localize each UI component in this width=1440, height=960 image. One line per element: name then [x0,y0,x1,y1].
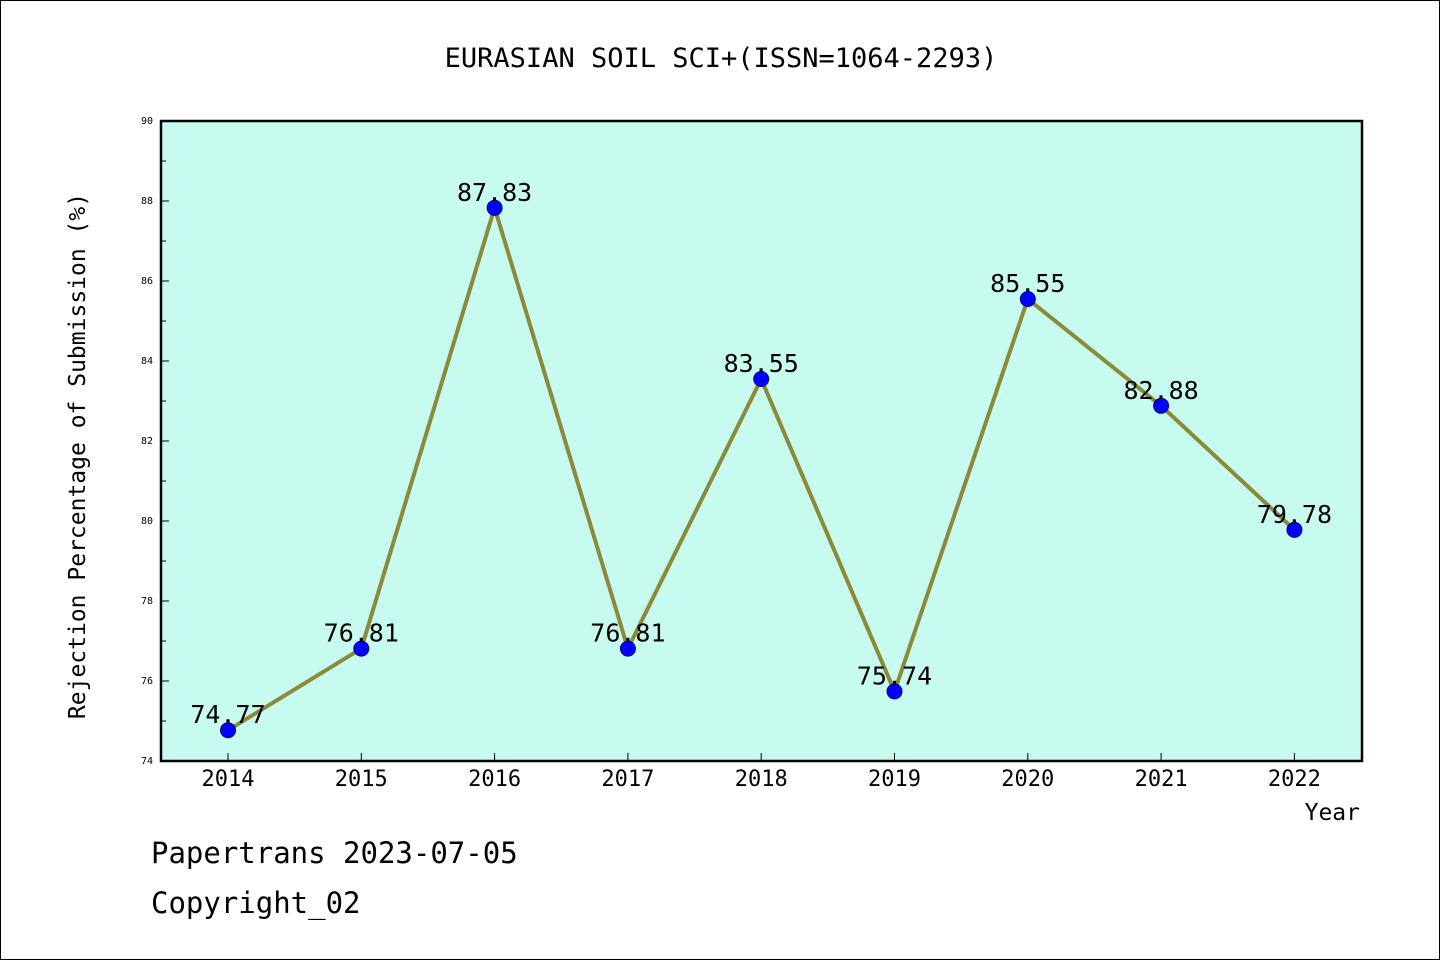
data-point [886,683,903,700]
x-tick-label: 2015 [335,767,388,792]
data-label: 83.55 [724,349,799,378]
y-tick-label: 76 [141,676,153,687]
y-tick-label: 88 [141,196,153,207]
chart-title: EURASIAN SOIL SCI+(ISSN=1064-2293) [445,43,998,74]
data-label: 76.81 [590,619,665,648]
series-rejection-rate [220,199,1303,739]
data-point [753,371,770,387]
data-labels: 74.77 76.81 87.83 76.81 83.55 75.74 85.55 82.88… [190,178,1332,729]
x-tick-label: 2018 [735,767,788,792]
footer-copyright: Copyright_02 [151,886,361,920]
footer-date: Papertrans 2023-07-05 [151,836,518,870]
x-tick-label: 2014 [202,767,255,792]
y-tick-label: 84 [141,356,153,367]
data-label: 79.78 [1257,500,1332,529]
x-tick-label: 2017 [601,767,654,792]
data-point [1019,291,1036,307]
data-point [1153,397,1170,414]
x-tick-label: 2020 [1001,767,1054,792]
y-tick-label: 86 [141,276,153,287]
data-label: 85.55 [990,269,1065,298]
plot-area [159,119,1364,763]
x-tick-label: 2022 [1268,767,1321,792]
y-axis-ticks: 74 76 78 80 82 84 86 88 90 [141,116,169,767]
x-tick-label: 2019 [868,767,921,792]
y-tick-label: 80 [141,516,153,527]
data-label: 76.81 [324,619,399,648]
data-point [353,640,370,657]
data-point [486,199,503,216]
y-tick-label: 78 [141,596,153,607]
data-point [1286,521,1303,538]
data-point [220,722,236,739]
x-tick-label: 2016 [468,767,521,792]
y-tick-label: 82 [141,436,153,447]
data-point [619,640,636,657]
data-label: 82.88 [1123,376,1198,405]
data-label: 74.77 [190,700,265,729]
y-tick-label: 90 [141,116,153,127]
x-axis-label: Year [1305,800,1360,826]
y-tick-label: 74 [141,756,153,767]
y-axis-label: Rejection Percentage of Submission (%) [65,193,91,719]
data-label: 87.83 [457,178,532,207]
x-axis-ticks: 2014 2015 2016 2017 2018 2019 2020 2021 2022 [202,753,1321,792]
x-tick-label: 2021 [1135,767,1188,792]
data-label: 75.74 [857,661,932,690]
